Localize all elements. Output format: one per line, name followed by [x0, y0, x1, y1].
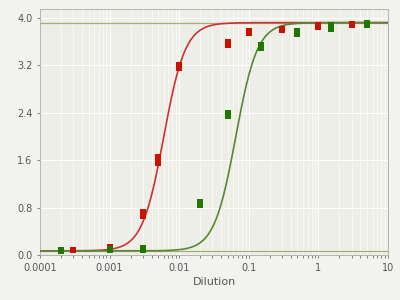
- Point: [225, 110, 231, 115]
- Point: [328, 26, 334, 31]
- Point: [106, 245, 113, 250]
- Point: [258, 45, 264, 50]
- Point: [315, 22, 322, 27]
- Point: [70, 248, 76, 253]
- Point: [197, 199, 203, 204]
- Point: [70, 247, 76, 252]
- Point: [106, 247, 113, 251]
- Point: [140, 245, 146, 250]
- Point: [176, 63, 182, 68]
- Point: [246, 28, 252, 33]
- Point: [197, 202, 203, 207]
- Point: [106, 244, 113, 249]
- Point: [140, 247, 146, 252]
- Point: [348, 22, 355, 27]
- X-axis label: Dilution: Dilution: [192, 277, 236, 287]
- Point: [58, 249, 64, 254]
- Point: [106, 248, 113, 253]
- Point: [58, 248, 64, 253]
- Point: [225, 39, 231, 44]
- Point: [294, 28, 301, 33]
- Point: [279, 27, 285, 32]
- Point: [176, 66, 182, 71]
- Point: [155, 155, 162, 160]
- Point: [258, 42, 264, 47]
- Point: [364, 20, 370, 25]
- Point: [348, 21, 355, 26]
- Point: [155, 161, 162, 166]
- Point: [246, 30, 252, 35]
- Point: [294, 32, 301, 37]
- Point: [225, 113, 231, 118]
- Point: [364, 22, 370, 27]
- Point: [140, 210, 146, 215]
- Point: [315, 24, 322, 29]
- Point: [140, 214, 146, 219]
- Point: [225, 42, 231, 47]
- Point: [279, 26, 285, 31]
- Point: [328, 22, 334, 27]
